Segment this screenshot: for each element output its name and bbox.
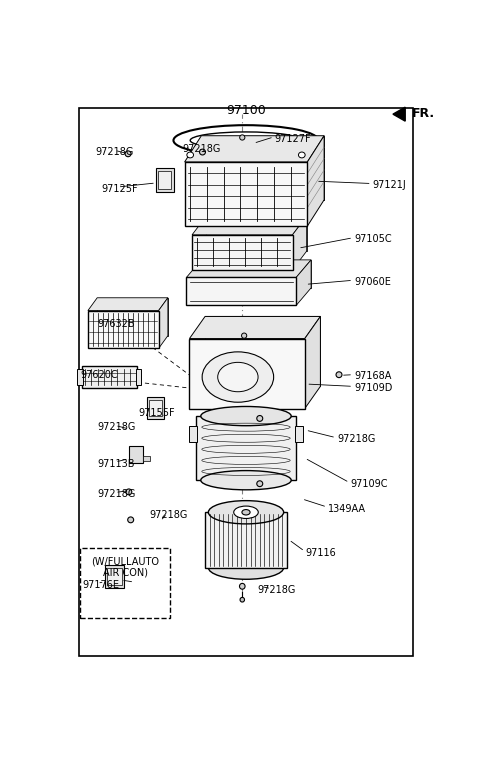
Ellipse shape xyxy=(201,407,291,425)
Text: 97168A: 97168A xyxy=(354,372,391,382)
Polygon shape xyxy=(202,260,311,288)
Text: 97218G: 97218G xyxy=(337,435,375,444)
Ellipse shape xyxy=(299,152,305,158)
Text: 97105C: 97105C xyxy=(354,235,392,245)
Polygon shape xyxy=(296,260,311,305)
Polygon shape xyxy=(202,136,324,200)
Polygon shape xyxy=(186,260,311,277)
Ellipse shape xyxy=(190,132,302,149)
Polygon shape xyxy=(305,316,321,409)
Bar xyxy=(82,366,137,388)
Text: 97109C: 97109C xyxy=(350,479,388,489)
Text: 97121J: 97121J xyxy=(372,180,406,190)
Bar xyxy=(186,277,296,305)
Ellipse shape xyxy=(187,152,193,158)
Text: 97176E: 97176E xyxy=(83,580,120,590)
Ellipse shape xyxy=(202,352,274,402)
Bar xyxy=(129,447,143,463)
Text: 97116: 97116 xyxy=(305,548,336,558)
Polygon shape xyxy=(292,217,307,269)
Text: 97632B: 97632B xyxy=(97,319,135,329)
Text: 97125F: 97125F xyxy=(101,184,138,194)
Ellipse shape xyxy=(257,481,263,487)
Ellipse shape xyxy=(336,372,342,378)
Ellipse shape xyxy=(234,506,258,519)
Polygon shape xyxy=(158,298,168,348)
Text: 97218G: 97218G xyxy=(96,147,134,157)
Text: FR.: FR. xyxy=(411,107,435,120)
Ellipse shape xyxy=(240,597,244,602)
Text: (W/FULLAUTO: (W/FULLAUTO xyxy=(91,556,159,566)
Text: 97620C: 97620C xyxy=(81,370,118,380)
Ellipse shape xyxy=(126,489,132,495)
Text: 97109D: 97109D xyxy=(354,383,392,393)
Bar xyxy=(190,338,305,409)
Text: 97060E: 97060E xyxy=(354,277,391,287)
Text: AIR CON): AIR CON) xyxy=(103,568,148,578)
Ellipse shape xyxy=(240,135,245,140)
Bar xyxy=(144,456,150,461)
Text: 97113B: 97113B xyxy=(97,459,135,469)
Bar xyxy=(147,397,164,419)
Ellipse shape xyxy=(218,363,258,391)
Ellipse shape xyxy=(128,517,133,523)
Bar xyxy=(295,425,303,442)
Bar xyxy=(189,425,197,442)
Bar xyxy=(196,416,296,480)
Text: 97218G: 97218G xyxy=(257,585,296,595)
Bar xyxy=(205,512,287,568)
Ellipse shape xyxy=(200,149,205,155)
Text: 97218G: 97218G xyxy=(97,422,135,432)
Polygon shape xyxy=(190,316,321,338)
Text: 97127F: 97127F xyxy=(274,134,311,144)
Bar xyxy=(88,310,158,348)
Ellipse shape xyxy=(257,416,263,422)
Bar xyxy=(156,168,174,192)
Polygon shape xyxy=(88,298,168,310)
Ellipse shape xyxy=(125,151,131,157)
Ellipse shape xyxy=(208,556,284,579)
Text: 97218G: 97218G xyxy=(97,489,135,499)
Bar xyxy=(81,548,170,618)
Polygon shape xyxy=(206,217,307,251)
Ellipse shape xyxy=(242,509,250,515)
Bar xyxy=(149,400,162,416)
Polygon shape xyxy=(97,298,168,335)
Bar xyxy=(158,171,171,188)
Polygon shape xyxy=(192,217,307,235)
Polygon shape xyxy=(205,316,321,386)
Polygon shape xyxy=(185,136,324,162)
Text: 1349AA: 1349AA xyxy=(328,503,366,514)
Ellipse shape xyxy=(240,584,245,589)
Text: 97218G: 97218G xyxy=(183,144,221,154)
Text: 97218G: 97218G xyxy=(149,510,188,520)
Polygon shape xyxy=(393,107,405,121)
Bar xyxy=(185,162,307,226)
Ellipse shape xyxy=(201,471,291,490)
Bar xyxy=(135,369,141,385)
Polygon shape xyxy=(307,136,324,226)
Text: 97155F: 97155F xyxy=(138,407,175,418)
Ellipse shape xyxy=(208,500,284,524)
Bar xyxy=(105,565,124,588)
Text: 97100: 97100 xyxy=(226,104,266,117)
Bar xyxy=(107,568,122,585)
Ellipse shape xyxy=(241,333,247,338)
Bar xyxy=(192,235,292,269)
Bar xyxy=(77,369,83,385)
